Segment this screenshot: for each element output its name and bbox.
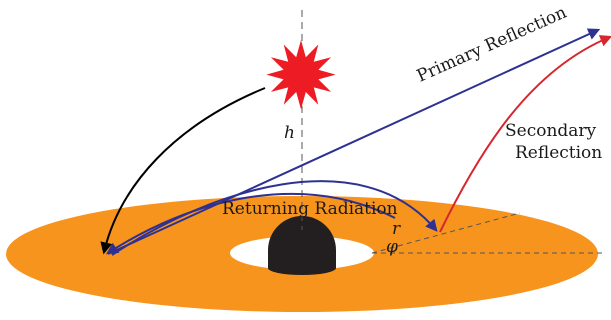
primary-reflection-label: Primary Reflection bbox=[414, 3, 570, 87]
black-hole-icon bbox=[268, 216, 336, 275]
direct-radiation-path bbox=[100, 87, 266, 255]
secondary-reflection-path bbox=[439, 35, 611, 233]
returning-radiation-back-path bbox=[105, 192, 396, 255]
angle-symbol: φ bbox=[386, 237, 398, 257]
returning-radiation-path bbox=[111, 180, 438, 256]
secondary-reflection-label-line1: Secondary bbox=[505, 121, 597, 141]
secondary-reflection-label-line2: Reflection bbox=[515, 143, 602, 163]
primary-reflection-path bbox=[107, 28, 601, 255]
returning-radiation-label: Returning Radiation bbox=[222, 199, 398, 219]
radius-line bbox=[371, 212, 521, 254]
star-burst-icon bbox=[266, 40, 336, 110]
radius-symbol: r bbox=[392, 219, 401, 239]
height-symbol: h bbox=[284, 123, 295, 143]
